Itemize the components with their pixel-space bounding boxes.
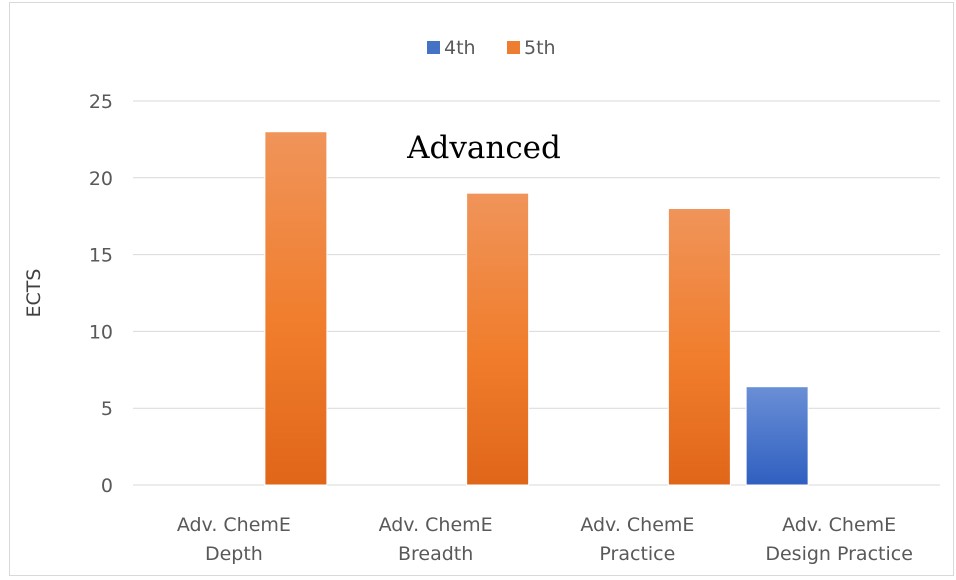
bar-chart: 0 5 10 15 20 25 Adv. ChemE Depth Adv. ChemE Brea… — [23, 37, 940, 565]
x-category-label: Adv. ChemE — [782, 514, 896, 536]
y-tick-label: 0 — [101, 475, 113, 497]
y-tick-label: 20 — [89, 168, 113, 190]
x-category-label: Breadth — [398, 543, 473, 565]
x-axis-categories: Adv. ChemE Depth Adv. ChemE Breadth Adv. Che… — [177, 514, 913, 565]
bar-5th-0 — [264, 131, 328, 486]
y-tick-label: 5 — [101, 398, 113, 420]
bar-5th-1 — [466, 192, 530, 486]
x-category-label: Depth — [205, 543, 263, 565]
y-tick-label: 15 — [89, 245, 113, 267]
legend-label-5th: 5th — [524, 37, 556, 59]
y-tick-label: 10 — [89, 321, 113, 343]
x-category-label: Adv. ChemE — [580, 514, 694, 536]
chart-annotation: Advanced — [406, 130, 561, 166]
y-axis-ticks: 0 5 10 15 20 25 — [89, 91, 113, 497]
x-category-label: Adv. ChemE — [177, 514, 291, 536]
chart-frame: 0 5 10 15 20 25 Adv. ChemE Depth Adv. ChemE Brea… — [9, 2, 954, 576]
bar-5th-2 — [667, 208, 731, 486]
x-category-label: Adv. ChemE — [379, 514, 493, 536]
y-axis-title: ECTS — [23, 269, 45, 318]
x-category-label: Practice — [599, 543, 675, 565]
legend-swatch-5th — [507, 41, 520, 54]
x-category-label: Design Practice — [765, 543, 913, 565]
legend-swatch-4th — [427, 41, 440, 54]
legend-label-4th: 4th — [444, 37, 476, 59]
legend: 4th 5th — [427, 37, 556, 59]
bars — [264, 131, 809, 486]
bar-4th-3 — [745, 386, 809, 486]
y-tick-label: 25 — [89, 91, 113, 113]
